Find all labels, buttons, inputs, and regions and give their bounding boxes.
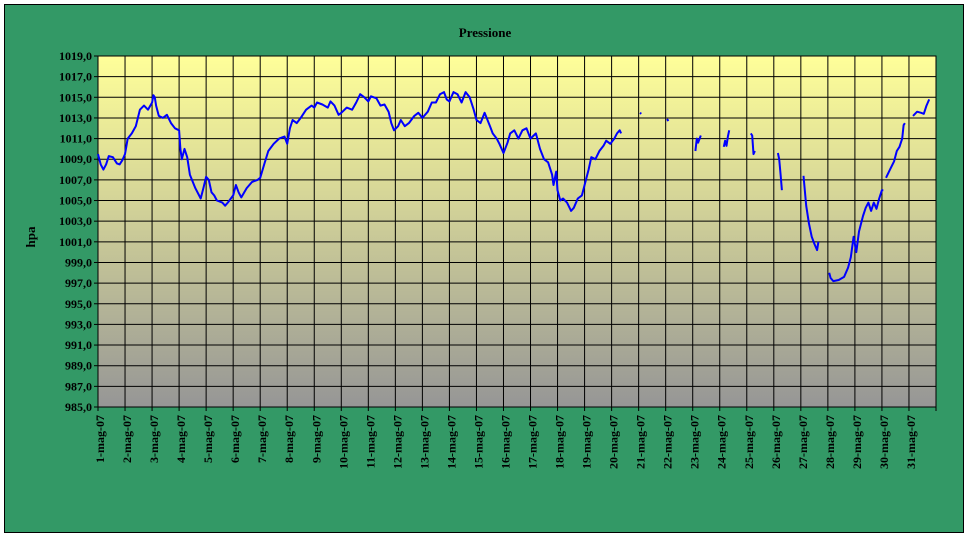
- series-line-segment: [802, 175, 820, 252]
- x-tick-label: 6-mag-07: [228, 415, 242, 463]
- x-tick-label: 20-mag-07: [607, 415, 621, 469]
- series-line-segment: [776, 152, 783, 191]
- x-tick-label: 19-mag-07: [580, 415, 594, 469]
- x-tick-label: 22-mag-07: [661, 415, 675, 469]
- x-tick-label: 7-mag-07: [255, 415, 269, 463]
- series-lines: [97, 91, 931, 283]
- chart-title: Pressione: [459, 25, 512, 40]
- y-tick-label: 1005,0: [59, 194, 92, 208]
- x-tick-label: 26-mag-07: [769, 415, 783, 469]
- y-tick-label: 985,0: [65, 400, 92, 414]
- x-tick-label: 16-mag-07: [498, 415, 512, 469]
- x-tick-label: 21-mag-07: [634, 415, 648, 469]
- series-line-segment: [666, 118, 670, 122]
- y-tick-label: 1007,0: [59, 173, 92, 187]
- y-tick-label: 1003,0: [59, 214, 92, 228]
- y-axis-label: hpa: [23, 226, 38, 247]
- series-line-segment: [912, 99, 931, 117]
- y-tick-label: 1001,0: [59, 235, 92, 249]
- x-tick-label: 28-mag-07: [823, 415, 837, 469]
- series-line-segment: [639, 112, 642, 115]
- y-axis-ticks: 1019,0 1017,0 1015,0 1013,0 1011,0 1009,0 1007…: [59, 49, 98, 414]
- x-tick-label: 17-mag-07: [526, 415, 540, 469]
- y-tick-label: 1009,0: [59, 152, 92, 166]
- x-tick-label: 12-mag-07: [390, 415, 404, 469]
- series-line-segment: [885, 122, 906, 179]
- y-tick-label: 993,0: [65, 317, 92, 331]
- y-tick-label: 1013,0: [59, 111, 92, 125]
- y-tick-label: 1015,0: [59, 90, 92, 104]
- x-tick-label: 9-mag-07: [309, 415, 323, 463]
- y-tick-label: 1017,0: [59, 70, 92, 84]
- x-tick-label: 14-mag-07: [444, 415, 458, 469]
- x-tick-label: 30-mag-07: [877, 415, 891, 469]
- pressure-chart: Pressione hpa 1019,01017,01015,01013,010…: [23, 25, 937, 469]
- x-tick-label: 13-mag-07: [417, 415, 431, 469]
- x-tick-label: 25-mag-07: [742, 415, 756, 469]
- y-tick-label: 1019,0: [59, 49, 92, 63]
- x-tick-label: 8-mag-07: [282, 415, 296, 463]
- y-tick-label: 1011,0: [60, 132, 92, 146]
- x-tick-label: 10-mag-07: [336, 415, 350, 469]
- x-tick-label: 1-mag-07: [93, 415, 107, 463]
- x-tick-label: 4-mag-07: [174, 415, 188, 463]
- x-tick-label: 29-mag-07: [850, 415, 864, 469]
- y-tick-label: 997,0: [65, 276, 92, 290]
- y-tick-label: 999,0: [65, 255, 92, 269]
- x-tick-label: 3-mag-07: [147, 415, 161, 463]
- series-line-segment: [828, 189, 884, 283]
- x-tick-label: 11-mag-07: [363, 415, 377, 468]
- y-tick-label: 991,0: [65, 338, 92, 352]
- x-tick-label: 27-mag-07: [796, 415, 810, 469]
- series-line-segment: [722, 130, 731, 148]
- x-tick-label: 15-mag-07: [471, 415, 485, 469]
- x-tick-label: 18-mag-07: [553, 415, 567, 469]
- gridlines: [97, 55, 937, 411]
- plot-area: [97, 55, 937, 408]
- y-tick-label: 995,0: [65, 297, 92, 311]
- chart-area: Pressione hpa 1019,0 1017,0 1015,0 1013,0 10…: [4, 4, 964, 533]
- series-line-segment: [694, 135, 702, 152]
- y-tick-label: 989,0: [65, 359, 92, 373]
- x-tick-label: 31-mag-07: [904, 415, 918, 469]
- series-line-segment: [749, 132, 756, 156]
- x-tick-label: 23-mag-07: [688, 415, 702, 469]
- x-axis-ticks: 1-mag-07 2-mag-07 3-mag-07 4-mag-07 5-mag-07…: [93, 415, 918, 469]
- x-tick-label: 5-mag-07: [201, 415, 215, 463]
- y-tick-label: 987,0: [65, 379, 92, 393]
- x-tick-label: 2-mag-07: [120, 415, 134, 463]
- series-line-segment: [97, 91, 623, 212]
- x-tick-label: 24-mag-07: [715, 415, 729, 469]
